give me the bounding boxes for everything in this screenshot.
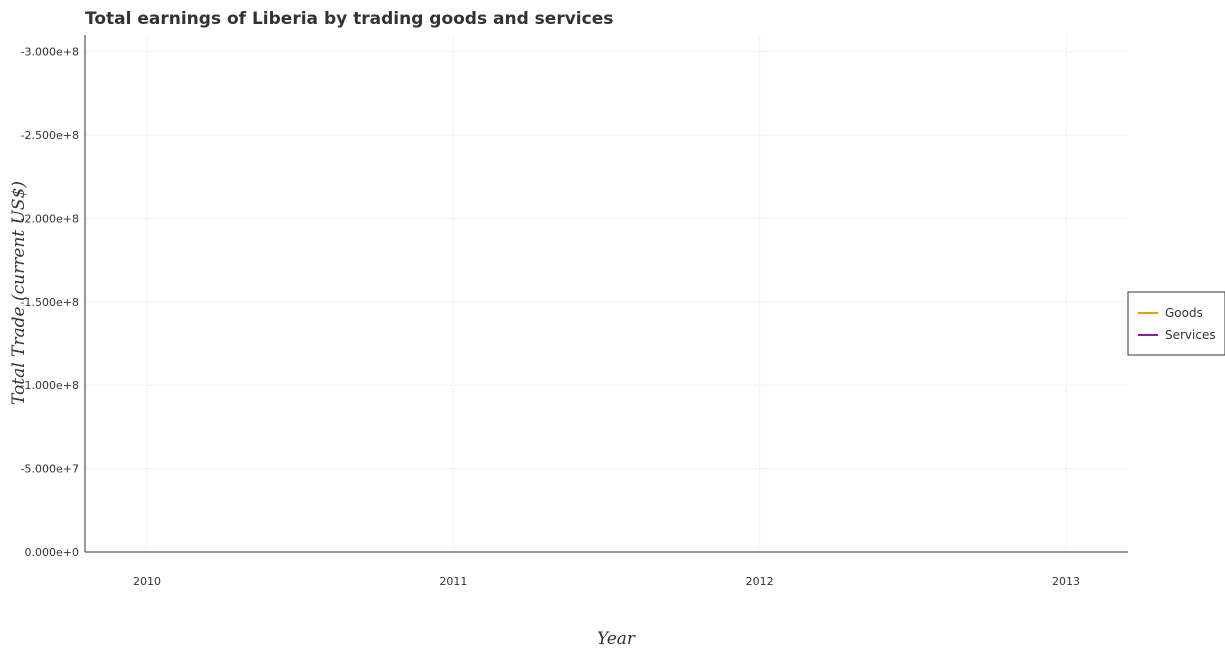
legend: Goods Services [1127, 291, 1225, 356]
grid [85, 35, 1128, 553]
legend-label-goods: Goods [1165, 306, 1203, 320]
y-tick-label: -2.500e+8 [21, 129, 79, 142]
y-axis-label: Total Trade (current US$) [9, 181, 29, 405]
y-tick-label: -5.000e+7 [21, 463, 79, 476]
x-tick-label: 2012 [746, 575, 774, 588]
y-tick-label: -3.000e+8 [21, 46, 79, 59]
chart-title: Total earnings of Liberia by trading goo… [85, 9, 613, 29]
y-tick-label: -2.000e+8 [21, 212, 79, 225]
x-tick-label: 2013 [1052, 575, 1080, 588]
x-ticks: 2010 2011 2012 2013 [133, 575, 1080, 588]
y-tick-label: -1.000e+8 [21, 379, 79, 392]
x-axis-label: Year [597, 629, 636, 649]
y-ticks: 0.000e+0 -5.000e+7 -1.000e+8 -1.500e+8 -2.00… [21, 46, 79, 559]
y-tick-label: -1.500e+8 [21, 296, 79, 309]
x-tick-label: 2010 [133, 575, 161, 588]
x-tick-label: 2011 [439, 575, 467, 588]
y-tick-label: 0.000e+0 [25, 546, 79, 559]
legend-label-services: Services [1165, 328, 1216, 342]
legend-box [1127, 291, 1225, 356]
